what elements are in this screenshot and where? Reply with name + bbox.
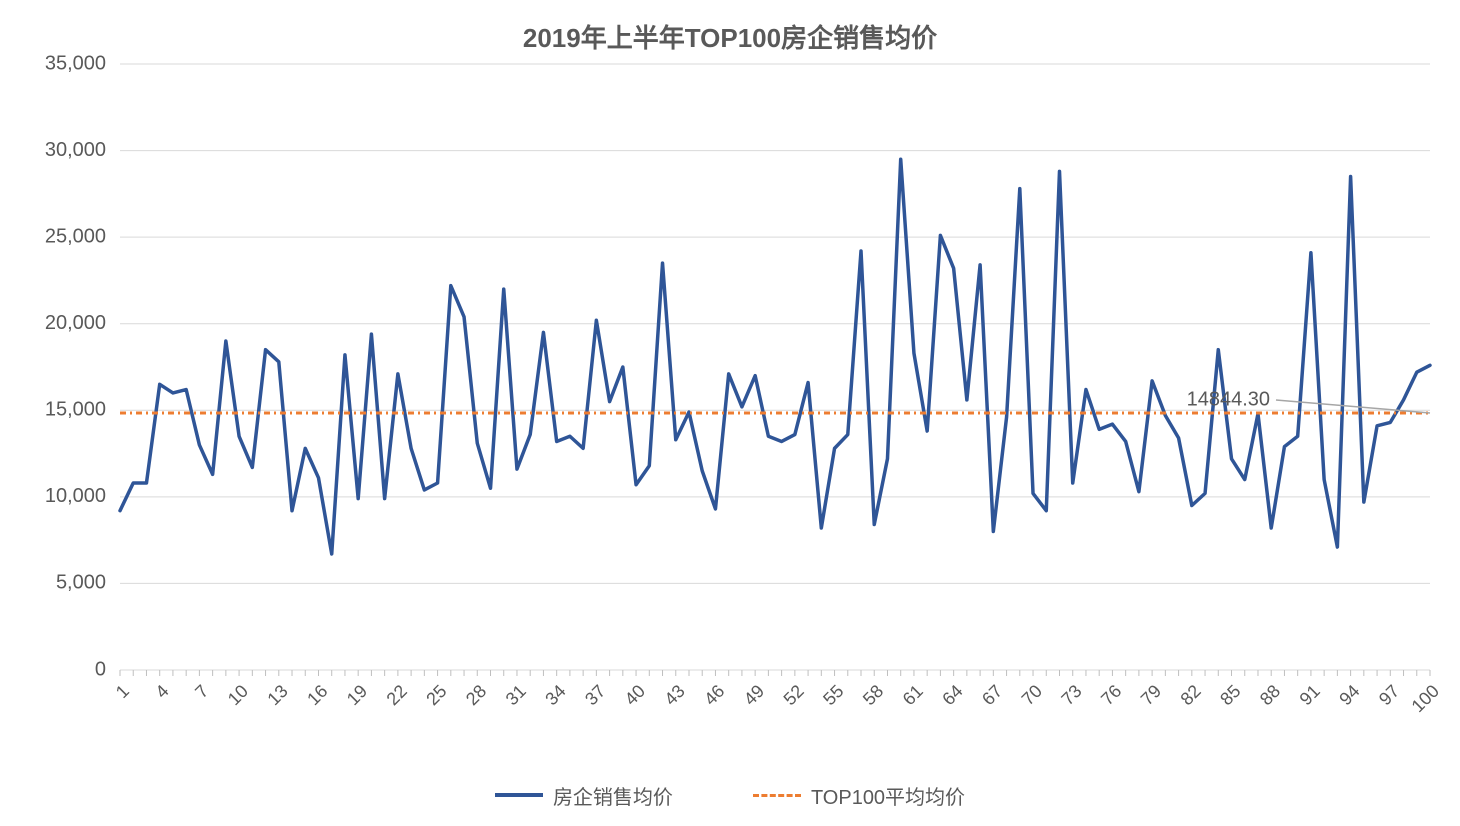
y-tick-label: 25,000 [45,225,106,247]
x-tick-label: 43 [660,681,688,709]
legend-item: 房企销售均价 [495,781,673,810]
legend-item: TOP100平均均价 [753,781,965,810]
y-tick-label: 0 [95,658,106,680]
series-line [120,159,1430,554]
x-tick-label: 67 [978,681,1006,709]
x-tick-label: 52 [780,681,808,709]
legend-swatch [495,793,543,797]
x-tick-label: 34 [541,681,569,709]
x-tick-label: 16 [303,681,331,709]
x-tick-label: 70 [1018,681,1046,709]
x-tick-label: 73 [1057,681,1085,709]
x-tick-label: 82 [1177,681,1205,709]
legend-label: 房企销售均价 [553,781,673,810]
x-tick-label: 10 [224,681,252,709]
x-tick-label: 88 [1256,681,1284,709]
x-tick-label: 94 [1335,681,1363,709]
x-tick-label: 31 [502,681,530,709]
legend-label: TOP100平均均价 [811,781,965,810]
x-tick-label: 40 [621,681,649,709]
chart-svg: 0 5,000 10,000 15,000 20,000 25,000 30,000 35,0… [0,0,1460,826]
x-tick-label: 55 [819,681,847,709]
x-tick-label: 76 [1097,681,1125,709]
y-tick-label: 20,000 [45,312,106,334]
y-tick-label: 35,000 [45,52,106,74]
x-tick-label: 58 [859,681,887,709]
y-tick-label: 5,000 [56,572,106,594]
x-tick-label: 97 [1375,681,1403,709]
annotation-label: 14844.30 [1187,388,1270,410]
x-tick-label: 100 [1408,681,1443,716]
x-tick-label: 28 [462,681,490,709]
y-tick-label: 10,000 [45,485,106,507]
y-tick-label: 30,000 [45,139,106,161]
x-tick-label: 79 [1137,681,1165,709]
x-tick-label: 37 [581,681,609,709]
x-tick-label: 19 [343,681,371,709]
chart-container: 2019年上半年TOP100房企销售均价 05,00010,00015,0002… [0,0,1460,826]
legend-swatch [753,794,801,797]
y-tick-label: 15,000 [45,399,106,421]
x-tick-label: 1 [112,681,133,702]
x-tick-label: 85 [1216,681,1244,709]
x-tick-label: 13 [263,681,291,709]
x-tick-label: 22 [383,681,411,709]
x-tick-label: 4 [151,681,172,702]
x-tick-label: 7 [191,681,212,702]
x-tick-label: 91 [1296,681,1324,709]
x-tick-label: 25 [422,681,450,709]
x-tick-label: 46 [700,681,728,709]
x-tick-label: 64 [938,681,966,709]
legend: 房企销售均价 TOP100平均均价 [0,780,1460,810]
x-tick-label: 61 [899,681,927,709]
x-tick-label: 49 [740,681,768,709]
